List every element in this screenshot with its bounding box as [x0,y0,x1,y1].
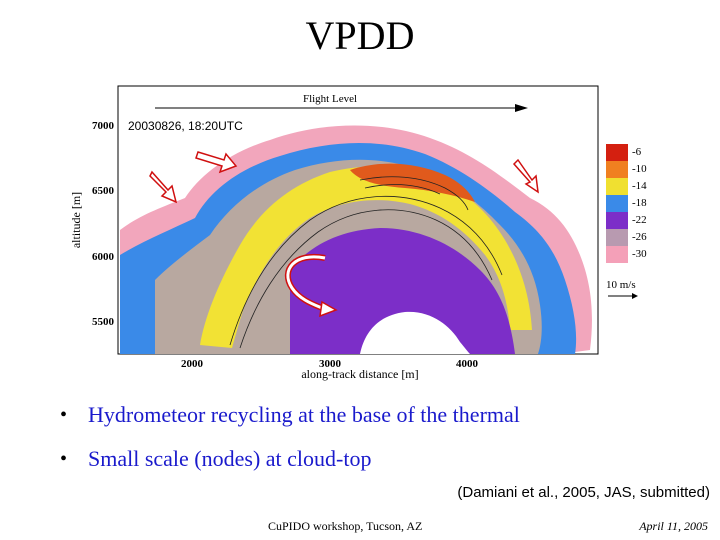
cloud-yellow-band [200,166,532,348]
bullet-dot-icon: • [60,448,68,470]
timestamp-label: 20030826, 18:20UTC [128,119,243,133]
y-tick: 7000 [92,120,115,132]
cloud-top-maximum [350,163,475,202]
colorbar-swatch [606,178,628,195]
colorbar-label: -6 [632,146,642,158]
cloud-purple-interior [290,228,515,354]
x-tick: 2000 [181,358,204,370]
bullet-text: Hydrometeor recycling at the base of the… [88,402,520,427]
bullet-list: • Hydrometeor recycling at the base of t… [60,398,700,486]
y-tick: 6000 [92,251,115,263]
x-axis-label: along-track distance [m] [301,367,418,381]
y-axis-label: altitude [m] [69,192,83,248]
bullet-dot-icon: • [60,404,68,426]
bullet-item: • Hydrometeor recycling at the base of t… [60,398,700,442]
footer-date: April 11, 2005 [639,519,708,533]
colorbar-swatch [606,212,628,229]
colorbar-label: -10 [632,163,647,175]
colorbar-label: -18 [632,197,647,209]
colorbar-swatch [606,246,628,263]
slide-title: VPDD [305,13,415,58]
bullet-item: • Small scale (nodes) at cloud-top [60,442,700,486]
flight-level-label: Flight Level [303,93,357,105]
timestamp-box [124,118,274,134]
colorbar-swatch [606,229,628,246]
flight-level-arrow-head [515,104,528,112]
colorbar-label: -30 [632,248,647,260]
colorbar [606,144,628,263]
colorbar-label: -26 [632,231,647,243]
x-tick: 3000 [319,358,342,370]
contour-lines [229,176,503,349]
footer-event: CuPIDO workshop, Tucson, AZ [268,519,423,533]
cloud-white-gap [360,311,470,354]
colorbar-swatch [606,144,628,161]
vpdd-cross-section-figure: Flight Level 20030826, 18:20UTC altitude… [69,85,647,381]
colorbar-swatch [606,195,628,212]
vector-scale-label: 10 m/s [606,279,636,291]
colorbar-label: -14 [632,180,647,192]
bullet-text: Small scale (nodes) at cloud-top [88,446,372,471]
y-tick: 6500 [92,185,115,197]
citation: (Damiani et al., 2005, JAS, submitted) [457,484,710,501]
colorbar-swatch [606,161,628,178]
x-tick: 4000 [456,358,479,370]
y-tick: 5500 [92,316,115,328]
colorbar-label: -22 [632,214,647,226]
inflow-arrows [149,151,539,204]
